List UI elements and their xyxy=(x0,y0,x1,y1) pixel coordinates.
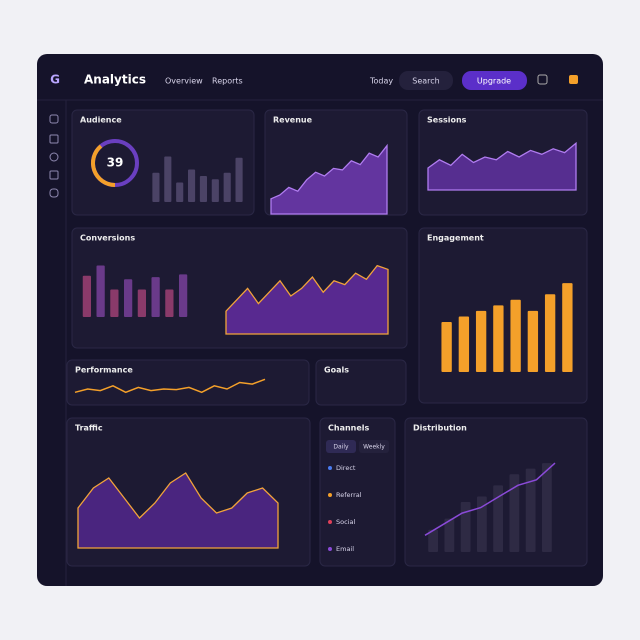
bar xyxy=(124,279,133,317)
side-icon[interactable] xyxy=(49,170,59,180)
bar xyxy=(235,157,243,202)
area xyxy=(225,264,389,335)
bar xyxy=(82,275,91,317)
logo: G xyxy=(50,73,60,87)
line xyxy=(424,462,556,536)
gauge-value: 39 xyxy=(107,156,124,170)
side-icon[interactable] xyxy=(49,188,59,198)
nav-item[interactable]: Overview xyxy=(165,77,203,86)
bar xyxy=(562,283,573,372)
panel-title: Audience xyxy=(80,116,122,125)
item-dot xyxy=(328,466,332,470)
bar xyxy=(525,468,536,552)
bar xyxy=(542,463,552,552)
panel xyxy=(319,417,396,567)
panel-title: Sessions xyxy=(427,116,467,125)
line xyxy=(74,378,266,394)
bar xyxy=(152,172,160,202)
panel-title: Goals xyxy=(324,366,349,375)
item-dot xyxy=(328,493,332,497)
panel-title: Revenue xyxy=(273,116,313,125)
bar xyxy=(458,316,470,372)
panel-title: Distribution xyxy=(413,424,467,433)
side-icon[interactable] xyxy=(49,134,59,144)
panel-title: Conversions xyxy=(80,234,135,243)
bar xyxy=(179,274,188,317)
panel xyxy=(71,109,255,216)
bar xyxy=(223,172,231,202)
bar xyxy=(460,502,471,552)
upgrade-button[interactable] xyxy=(462,71,527,90)
sidebar xyxy=(49,114,59,198)
bar xyxy=(188,169,196,202)
item-dot xyxy=(328,520,332,524)
panel xyxy=(66,359,310,406)
bar xyxy=(527,310,539,372)
area xyxy=(270,143,388,215)
tab-label: Weekly xyxy=(363,444,385,451)
date-link[interactable]: Today xyxy=(369,77,393,86)
bar xyxy=(493,485,503,552)
icon[interactable] xyxy=(537,74,548,85)
bar xyxy=(441,322,452,372)
app-title: Analytics xyxy=(84,73,146,87)
bar xyxy=(428,529,438,552)
bar xyxy=(176,182,184,202)
nav-item[interactable]: Reports xyxy=(212,77,243,86)
panel xyxy=(315,359,407,406)
area xyxy=(77,472,279,549)
bar xyxy=(509,474,520,552)
search-box[interactable] xyxy=(399,71,453,90)
tab[interactable] xyxy=(359,440,389,453)
bar xyxy=(96,265,105,317)
gauge-arc xyxy=(91,144,116,187)
bar xyxy=(137,289,146,317)
bar xyxy=(493,305,504,372)
search-text: Search xyxy=(412,77,439,86)
button-label: Upgrade xyxy=(477,77,511,86)
side-icon[interactable] xyxy=(49,152,59,162)
panel-title: Channels xyxy=(328,424,370,433)
bar xyxy=(165,289,174,317)
list-item: Direct xyxy=(336,464,356,472)
panel-title: Engagement xyxy=(427,234,484,243)
bar xyxy=(510,299,521,372)
avatar[interactable] xyxy=(569,75,578,84)
bar xyxy=(475,310,487,372)
bar xyxy=(477,496,487,552)
item-dot xyxy=(328,547,332,551)
bar xyxy=(544,294,556,372)
bar xyxy=(110,289,119,317)
bar xyxy=(444,518,455,552)
bar xyxy=(164,156,172,202)
bar xyxy=(199,176,207,202)
list-item: Email xyxy=(336,545,354,553)
panel-title: Performance xyxy=(75,366,133,375)
tab[interactable] xyxy=(326,440,356,453)
bar xyxy=(151,277,160,317)
bar xyxy=(211,179,219,202)
list-item: Social xyxy=(336,518,355,526)
area xyxy=(427,141,577,191)
tab-label: Daily xyxy=(333,444,349,451)
list-item: Referral xyxy=(336,491,362,499)
side-icon[interactable] xyxy=(49,114,59,124)
panel-title: Traffic xyxy=(75,424,103,433)
